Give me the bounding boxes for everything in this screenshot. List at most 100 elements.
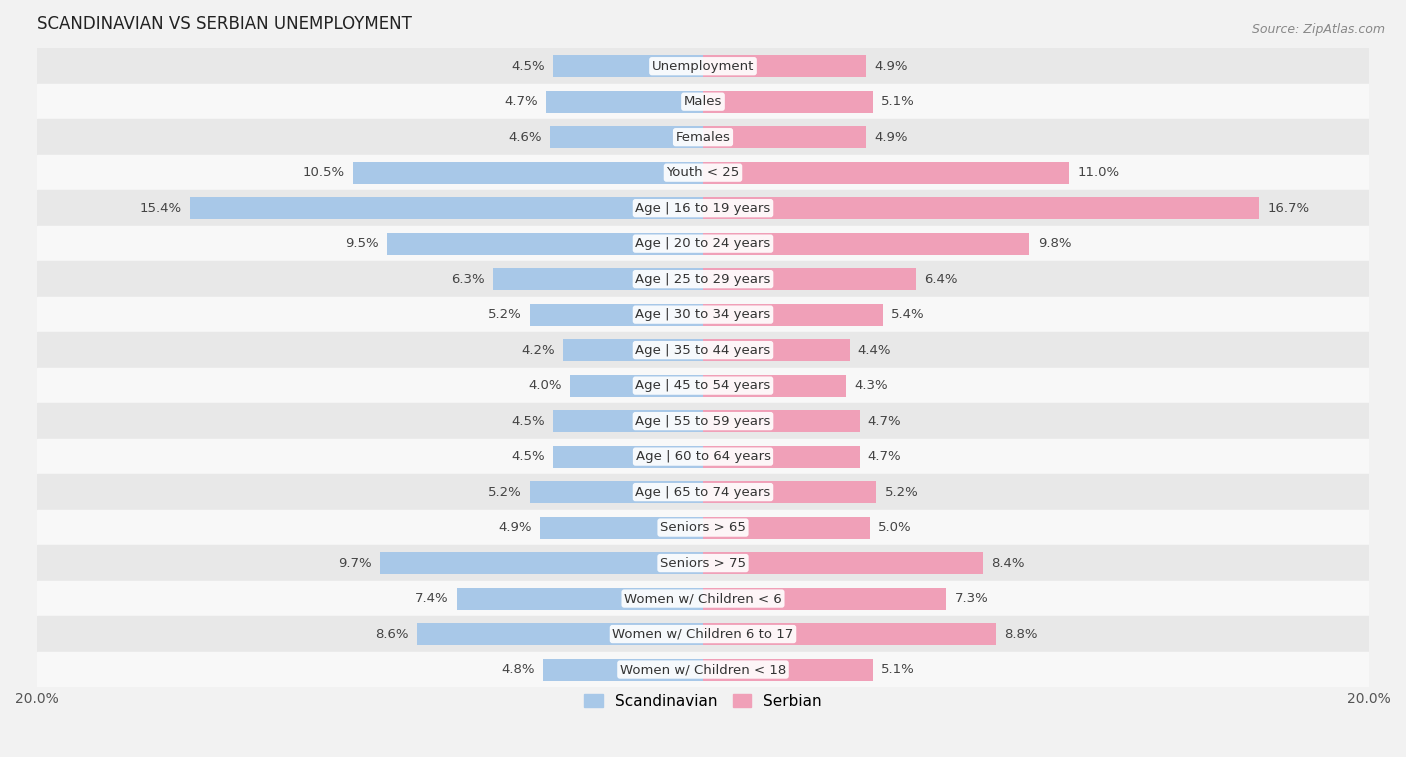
Text: 4.5%: 4.5% [512, 415, 544, 428]
Bar [703, 587, 946, 609]
Text: 5.1%: 5.1% [882, 663, 915, 676]
Text: Age | 45 to 54 years: Age | 45 to 54 years [636, 379, 770, 392]
Bar [703, 126, 866, 148]
Bar [37, 545, 1369, 581]
Bar [37, 261, 1369, 297]
Bar [37, 84, 1369, 120]
Bar [37, 155, 1369, 191]
Text: 9.7%: 9.7% [337, 556, 371, 569]
Bar [553, 55, 703, 77]
Text: 4.5%: 4.5% [512, 450, 544, 463]
Bar [494, 268, 703, 290]
Bar [703, 375, 846, 397]
Text: 4.9%: 4.9% [875, 131, 908, 144]
Bar [37, 297, 1369, 332]
Bar [37, 48, 1369, 84]
Bar [569, 375, 703, 397]
Text: Age | 16 to 19 years: Age | 16 to 19 years [636, 201, 770, 215]
Text: 4.7%: 4.7% [868, 415, 901, 428]
Bar [457, 587, 703, 609]
Text: 15.4%: 15.4% [139, 201, 181, 215]
Text: 5.2%: 5.2% [488, 308, 522, 321]
Text: 8.6%: 8.6% [375, 628, 408, 640]
Bar [416, 623, 703, 645]
Text: 5.2%: 5.2% [488, 485, 522, 499]
Text: 10.5%: 10.5% [302, 167, 344, 179]
Text: 4.7%: 4.7% [868, 450, 901, 463]
Legend: Scandinavian, Serbian: Scandinavian, Serbian [578, 687, 828, 715]
Text: 9.5%: 9.5% [344, 237, 378, 250]
Text: Source: ZipAtlas.com: Source: ZipAtlas.com [1251, 23, 1385, 36]
Text: 5.2%: 5.2% [884, 485, 918, 499]
Bar [703, 232, 1029, 254]
Text: Females: Females [675, 131, 731, 144]
Text: Age | 35 to 44 years: Age | 35 to 44 years [636, 344, 770, 357]
Text: 9.8%: 9.8% [1038, 237, 1071, 250]
Bar [37, 475, 1369, 510]
Text: Seniors > 75: Seniors > 75 [659, 556, 747, 569]
Bar [703, 162, 1070, 184]
Text: Seniors > 65: Seniors > 65 [659, 521, 747, 534]
Text: Youth < 25: Youth < 25 [666, 167, 740, 179]
Text: 6.3%: 6.3% [451, 273, 485, 285]
Bar [530, 481, 703, 503]
Bar [703, 268, 917, 290]
Text: 7.3%: 7.3% [955, 592, 988, 605]
Bar [703, 623, 995, 645]
Bar [703, 552, 983, 574]
Bar [703, 339, 849, 361]
Text: 5.0%: 5.0% [877, 521, 911, 534]
Text: 4.5%: 4.5% [512, 60, 544, 73]
Bar [703, 446, 859, 468]
Text: 4.9%: 4.9% [498, 521, 531, 534]
Text: 8.8%: 8.8% [1004, 628, 1038, 640]
Bar [37, 226, 1369, 261]
Text: 5.1%: 5.1% [882, 95, 915, 108]
Text: Age | 25 to 29 years: Age | 25 to 29 years [636, 273, 770, 285]
Bar [703, 91, 873, 113]
Bar [37, 510, 1369, 545]
Text: 4.7%: 4.7% [505, 95, 538, 108]
Bar [547, 91, 703, 113]
Text: 4.3%: 4.3% [855, 379, 889, 392]
Text: 4.2%: 4.2% [522, 344, 555, 357]
Bar [543, 659, 703, 681]
Bar [37, 120, 1369, 155]
Bar [37, 439, 1369, 475]
Bar [703, 55, 866, 77]
Text: Age | 60 to 64 years: Age | 60 to 64 years [636, 450, 770, 463]
Bar [37, 616, 1369, 652]
Bar [703, 516, 869, 538]
Bar [387, 232, 703, 254]
Text: 16.7%: 16.7% [1268, 201, 1309, 215]
Bar [703, 197, 1260, 220]
Bar [353, 162, 703, 184]
Bar [703, 659, 873, 681]
Text: 4.9%: 4.9% [875, 60, 908, 73]
Text: 8.4%: 8.4% [991, 556, 1025, 569]
Bar [703, 410, 859, 432]
Text: 11.0%: 11.0% [1077, 167, 1119, 179]
Text: Age | 30 to 34 years: Age | 30 to 34 years [636, 308, 770, 321]
Text: Women w/ Children < 6: Women w/ Children < 6 [624, 592, 782, 605]
Text: Age | 55 to 59 years: Age | 55 to 59 years [636, 415, 770, 428]
Text: 7.4%: 7.4% [415, 592, 449, 605]
Bar [530, 304, 703, 326]
Bar [553, 446, 703, 468]
Bar [550, 126, 703, 148]
Text: 5.4%: 5.4% [891, 308, 925, 321]
Text: 6.4%: 6.4% [925, 273, 957, 285]
Text: Women w/ Children < 18: Women w/ Children < 18 [620, 663, 786, 676]
Text: Unemployment: Unemployment [652, 60, 754, 73]
Bar [703, 481, 876, 503]
Bar [540, 516, 703, 538]
Bar [564, 339, 703, 361]
Bar [553, 410, 703, 432]
Bar [37, 191, 1369, 226]
Bar [37, 652, 1369, 687]
Text: Women w/ Children 6 to 17: Women w/ Children 6 to 17 [613, 628, 793, 640]
Text: 4.6%: 4.6% [508, 131, 541, 144]
Bar [37, 403, 1369, 439]
Text: 4.0%: 4.0% [527, 379, 561, 392]
Bar [37, 581, 1369, 616]
